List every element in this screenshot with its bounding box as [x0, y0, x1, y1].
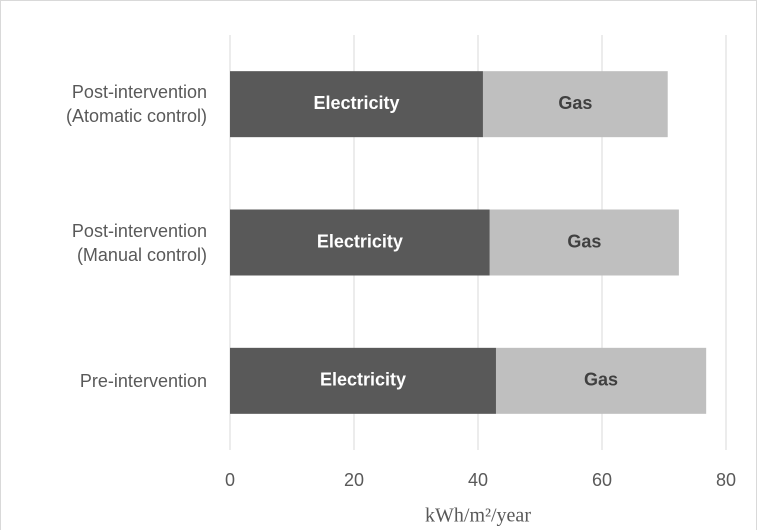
- x-tick-label: 60: [592, 470, 612, 490]
- segment-label: Gas: [584, 370, 618, 390]
- bar-segment: [482, 71, 668, 138]
- segment-label: Electricity: [317, 231, 403, 251]
- bar-segment: [230, 71, 483, 138]
- segment-label: Electricity: [313, 93, 399, 113]
- bar-segment: [495, 347, 707, 414]
- x-tick-label: 0: [225, 470, 235, 490]
- bar-segment: [230, 209, 490, 276]
- bar-segment: [230, 347, 496, 414]
- y-tick-label: Post-intervention (Manual control): [71, 220, 207, 265]
- segment-label: Gas: [558, 93, 592, 113]
- x-tick-label: 20: [344, 470, 364, 490]
- bar-segment: [489, 209, 679, 276]
- y-tick-label: Post-intervention (Atomatic control): [65, 82, 207, 127]
- x-tick-label: 40: [468, 470, 488, 490]
- x-axis-title: kWh/m²/year: [425, 505, 531, 527]
- segment-label: Gas: [567, 231, 601, 251]
- segment-label: Electricity: [320, 370, 406, 390]
- x-tick-label: 80: [716, 470, 736, 490]
- y-tick-label: Pre-intervention: [79, 370, 207, 391]
